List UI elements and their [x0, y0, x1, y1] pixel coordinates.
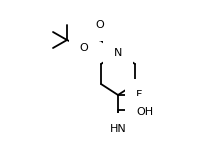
Text: OH: OH — [136, 107, 153, 117]
Text: HN: HN — [110, 124, 126, 134]
Text: O: O — [80, 43, 88, 53]
Text: O: O — [96, 20, 104, 30]
Text: F: F — [136, 90, 142, 100]
Text: N: N — [114, 48, 122, 58]
